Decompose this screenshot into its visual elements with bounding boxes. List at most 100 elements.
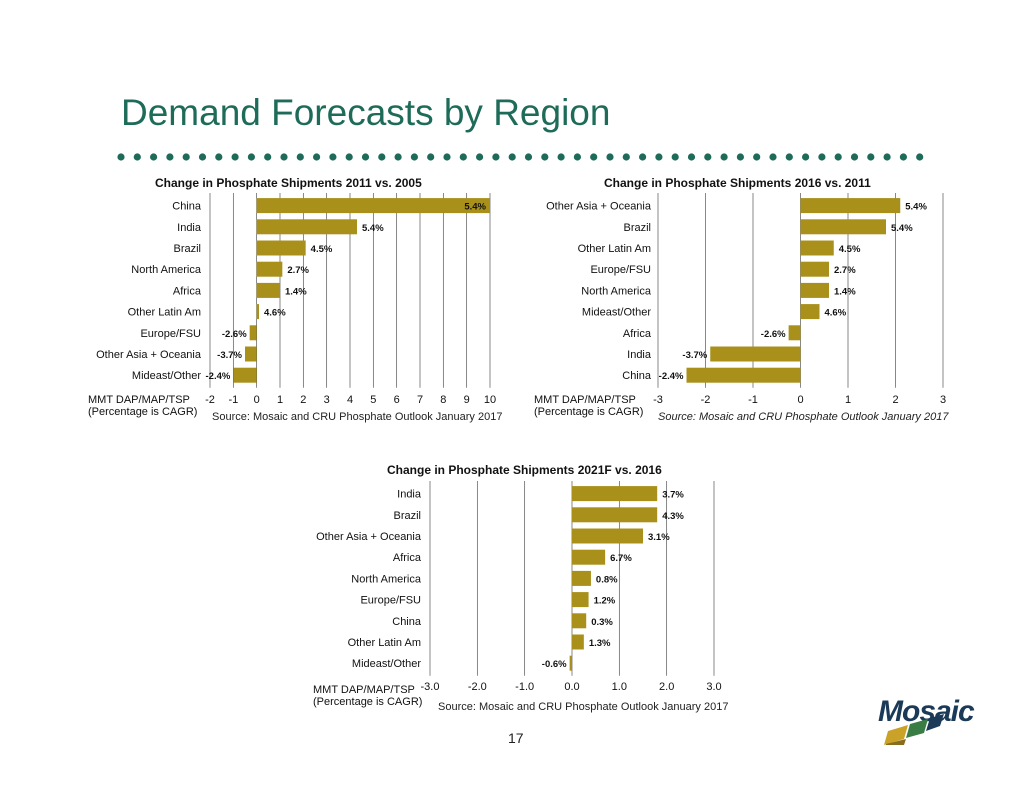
chart1-data-label: -3.7% [217,350,242,361]
divider-dot [671,153,679,161]
divider-dot [443,153,451,161]
unit-line2: (Percentage is CAGR) [313,696,423,708]
chart3-tick-label: 1.0 [612,681,627,693]
chart1-bar [256,261,283,277]
chart3-category-label: Africa [393,552,422,564]
chart3-bar [569,655,572,671]
chart3-bar [572,528,643,544]
chart1-tick-label: -2 [205,394,215,406]
chart2-bar [800,219,886,235]
chart3-data-label: -0.6% [542,659,567,670]
divider-dot [541,153,549,161]
chart1-category-label: Africa [173,285,202,297]
chart1-data-label: -2.6% [222,329,247,340]
chart2-tick-label: -3 [653,394,663,406]
divider-dot [867,153,875,161]
chart3-data-label: 1.2% [594,596,616,607]
divider-dot [573,153,581,161]
chart3-category-label: Brazil [393,510,421,522]
chart3-category-label: Other Latin Am [348,637,421,649]
chart1-bar [249,325,257,341]
chart1-bar [256,240,306,256]
mosaic-logo: Mosaic [878,695,975,745]
chart2-data-label: 2.7% [834,265,856,276]
chart2-bar [800,198,901,214]
chart3-bar [572,486,658,502]
divider-dot [818,153,826,161]
chart1-data-label: 1.4% [285,286,307,297]
divider-dot [899,153,908,161]
page-number: 17 [508,730,524,746]
chart2-data-label: 5.4% [905,202,927,213]
divider-dot [687,153,696,161]
divider-dot [117,153,125,161]
divider-dot [313,153,321,161]
chart1-tick-label: 9 [464,394,470,406]
chart1-bar [245,346,257,362]
chart1-bar [256,282,280,298]
chart1-tick-label: 3 [324,394,330,406]
chart3-bar [572,613,587,629]
unit-line1: MMT DAP/MAP/TSP [88,394,190,406]
divider-dot [231,153,239,161]
chart1-bar [256,198,490,214]
chart2-data-label: 4.6% [825,308,847,319]
divider-dot [247,153,255,161]
logo-tiles-icon [884,714,944,745]
chart2-bar [788,325,801,341]
chart2-category-label: North America [581,285,652,297]
chart1-unit-label: MMT DAP/MAP/TSP (Percentage is CAGR) [88,394,197,418]
divider-dot [802,153,810,161]
divider-dot [720,153,728,161]
divider-dot [639,153,647,161]
divider-dot [361,153,370,161]
divider-dot [622,153,630,161]
chart2-bar [800,240,834,256]
chart3-data-label: 4.3% [662,511,684,522]
chart3-title: Change in Phosphate Shipments 2021F vs. … [387,463,662,477]
chart2-tick-label: 0 [797,394,803,406]
chart3-bar [572,592,589,608]
chart3-category-label: Europe/FSU [360,595,421,607]
divider-dot [606,153,614,161]
chart2-bar [710,346,801,362]
chart1-bar [233,367,257,383]
chart1-tick-label: 5 [370,394,376,406]
page-title: Demand Forecasts by Region [121,92,611,133]
chart1-bar [256,219,357,235]
chart1-tick-label: 4 [347,394,353,406]
chart1-data-label: 4.5% [311,244,333,255]
chart3-category-label: China [392,616,422,628]
chart2-data-label: -2.4% [659,371,684,382]
divider-dot [883,153,891,161]
divider-dot [280,153,288,161]
unit-line1: MMT DAP/MAP/TSP [534,394,636,406]
chart3-tick-label: -3.0 [421,681,440,693]
chart3-data-label: 3.7% [662,490,684,501]
chart2-category-label: Other Latin Am [578,243,651,255]
chart3-data-label: 0.8% [596,574,618,585]
chart2-category-label: China [622,370,652,382]
divider-dot [215,153,223,161]
divider-dot [590,153,598,161]
chart1-category-label: Other Latin Am [128,307,201,319]
chart2-tick-label: 3 [940,394,946,406]
chart3-tick-label: -2.0 [468,681,487,693]
chart1-tick-label: 8 [440,394,446,406]
chart2-category-label: Africa [623,328,652,340]
chart2-data-label: -2.6% [761,329,786,340]
chart1-category-label: Brazil [173,243,201,255]
divider-dot [264,153,272,161]
divider-dot [378,153,386,161]
chart1-tick-label: 1 [277,394,283,406]
chart2-category-label: Brazil [623,222,651,234]
chart2-category-label: Europe/FSU [590,264,651,276]
divider-dot [345,153,353,161]
chart2-data-label: -3.7% [682,350,707,361]
chart1-tick-label: 0 [254,394,260,406]
chart2-tick-label: 2 [892,394,898,406]
divider-dot [492,153,500,161]
chart3-bar [572,549,606,565]
chart1-tick-label: 7 [417,394,423,406]
chart3-category-label: North America [351,573,422,585]
